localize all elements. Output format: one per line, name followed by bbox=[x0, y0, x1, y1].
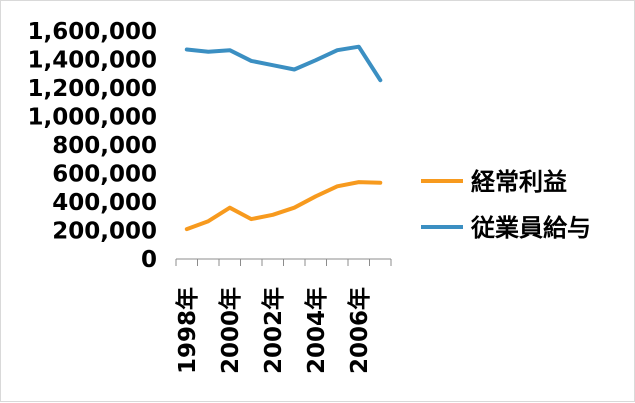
x-tick-label: 2000年 bbox=[217, 287, 244, 374]
x-tick-label: 2002年 bbox=[260, 287, 287, 374]
y-tick-label: 600,000 bbox=[52, 162, 157, 188]
y-tick-label: 400,000 bbox=[52, 190, 157, 216]
legend-label: 従業員給与 bbox=[470, 214, 591, 242]
y-tick-label: 1,000,000 bbox=[28, 105, 158, 131]
x-tick-label: 2006年 bbox=[346, 287, 373, 374]
series-line-2 bbox=[187, 47, 380, 80]
series-line-1 bbox=[187, 182, 380, 229]
y-tick-label: 1,400,000 bbox=[28, 48, 158, 74]
x-tick-label: 2004年 bbox=[303, 287, 330, 374]
y-tick-label: 1,200,000 bbox=[28, 76, 158, 102]
legend-label: 経常利益 bbox=[471, 168, 567, 196]
y-tick-label: 1,600,000 bbox=[28, 19, 158, 45]
y-tick-label: 800,000 bbox=[52, 133, 157, 159]
y-tick-label: 200,000 bbox=[52, 219, 157, 245]
y-tick-label: 0 bbox=[141, 247, 157, 273]
x-tick-label: 1998年 bbox=[174, 287, 201, 374]
